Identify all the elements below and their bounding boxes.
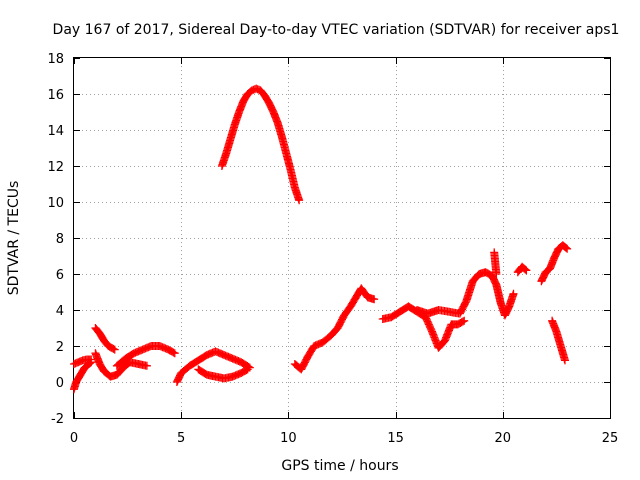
data-markers: [70, 84, 572, 394]
series-arc-b: [70, 358, 96, 394]
series-arc-e: [112, 342, 179, 370]
series-arc-d: [91, 349, 151, 381]
series-arc-k: [413, 268, 518, 320]
series-arc-l: [490, 248, 501, 278]
axis-ticks: 0 5 10 15 20 25 -2 0 2 4 6 8 10 12 14 16 18: [47, 52, 618, 446]
data-point: [563, 244, 572, 253]
data-point: [170, 349, 179, 358]
y-tick-label: 6: [56, 268, 64, 283]
y-tick-label: 2: [56, 340, 64, 355]
data-point: [86, 359, 95, 368]
x-axis-title: GPS time / hours: [281, 458, 398, 474]
x-tick-label: 25: [602, 431, 619, 446]
data-point: [169, 348, 178, 357]
series-arc-g: [194, 365, 252, 383]
y-tick-label: 4: [56, 304, 64, 319]
data-point: [562, 243, 571, 252]
series-arc-f: [172, 347, 254, 386]
series-arc-h: [217, 84, 304, 205]
data-point: [110, 345, 119, 354]
chart-title: Day 167 of 2017, Sidereal Day-to-day VTE…: [53, 22, 620, 38]
y-tick-label: 8: [56, 232, 64, 247]
data-point: [509, 289, 518, 298]
y-axis-title: SDTVAR / TECUs: [6, 181, 22, 296]
data-point: [243, 365, 252, 374]
data-point: [87, 358, 96, 367]
data-point: [522, 266, 531, 275]
data-point: [521, 265, 530, 274]
data-point: [458, 317, 467, 326]
y-tick-label: 0: [56, 376, 64, 391]
y-tick-label: 12: [47, 160, 64, 175]
data-point: [109, 344, 118, 353]
x-tick-label: 10: [280, 431, 297, 446]
y-tick-label: -2: [51, 412, 64, 427]
data-point: [295, 196, 304, 205]
data-point: [460, 316, 469, 325]
series-arc-o: [548, 316, 569, 365]
data-point: [242, 366, 251, 375]
x-tick-label: 15: [387, 431, 404, 446]
x-tick-label: 0: [70, 431, 78, 446]
data-point: [492, 270, 501, 278]
series-arc-n: [537, 241, 572, 286]
x-tick-label: 5: [177, 431, 185, 446]
data-point: [142, 361, 151, 370]
series-arc-i: [290, 284, 379, 374]
data-point: [560, 356, 569, 365]
y-tick-label: 18: [47, 52, 64, 67]
series-arc-m: [513, 262, 531, 277]
data-point: [370, 295, 379, 304]
series-arc-c: [91, 324, 119, 354]
x-tick-label: 20: [495, 431, 512, 446]
y-tick-label: 16: [47, 88, 64, 103]
grid-lines: [74, 58, 610, 418]
y-tick-label: 10: [47, 196, 64, 211]
y-tick-label: 14: [47, 124, 64, 139]
plot-frame: [73, 57, 611, 419]
